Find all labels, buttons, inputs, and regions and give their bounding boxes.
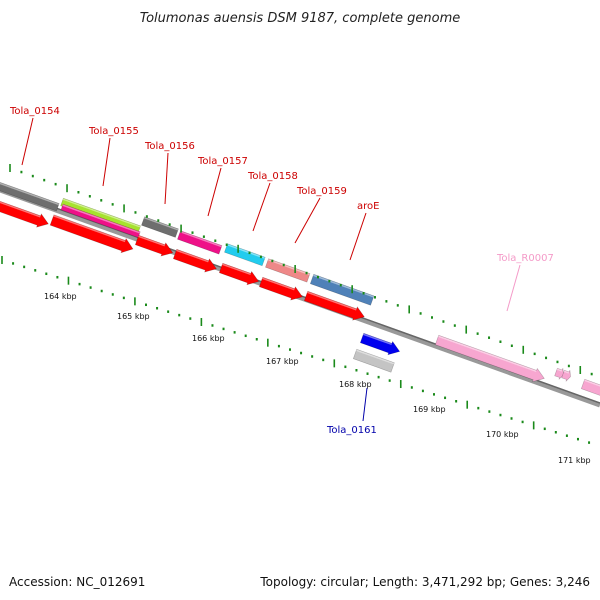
feature-tola-0156 xyxy=(141,216,179,238)
cds-red-6 xyxy=(258,276,303,301)
feature-tola-0154 xyxy=(0,178,60,212)
label-tola-0156: Tola_0156 xyxy=(144,141,195,152)
cds-red-1 xyxy=(0,197,49,228)
cds-red-4 xyxy=(172,248,217,273)
kbp-label: 169 kbp xyxy=(413,405,446,414)
feature-tola-0158 xyxy=(224,243,266,267)
feature-pink-small-1 xyxy=(554,367,564,380)
kbp-label: 166 kbp xyxy=(192,334,225,343)
cds-red-5 xyxy=(218,262,260,286)
label-tola-0155: Tola_0155 xyxy=(88,126,139,137)
label-tola-0157-leader xyxy=(207,167,222,217)
label-tola-0155-leader xyxy=(102,137,111,187)
label-tola-0159: Tola_0159 xyxy=(296,186,347,197)
label-tola-0158: Tola_0158 xyxy=(247,171,298,182)
label-tola-0161-leader xyxy=(362,387,368,422)
label-tola-0154: Tola_0154 xyxy=(9,106,60,117)
kbp-label: 170 kbp xyxy=(486,430,519,439)
feature-pink-small-2 xyxy=(561,369,571,382)
feature-pink-right xyxy=(580,378,600,400)
label-tola-0161: Tola_0161 xyxy=(326,425,377,436)
cds-red-7 xyxy=(303,290,365,321)
kbp-label: 167 kbp xyxy=(266,357,299,366)
feature-tola-0161 xyxy=(352,348,395,373)
accession-text: Accession: NC_012691 xyxy=(9,575,145,589)
cds-red-2 xyxy=(49,214,134,254)
feature-tola-r0007 xyxy=(434,334,545,383)
label-tola-0154-leader xyxy=(21,117,34,166)
label-tola-0156-leader xyxy=(164,152,169,205)
kbp-label: 164 kbp xyxy=(44,292,77,301)
kbp-label: 168 kbp xyxy=(339,380,372,389)
feature-tola-0159 xyxy=(265,258,311,283)
kbp-label: 165 kbp xyxy=(117,312,150,321)
label-tola-r0007: Tola_R0007 xyxy=(496,253,554,264)
cds-red-3 xyxy=(134,234,174,257)
label-tola-0157: Tola_0157 xyxy=(197,156,248,167)
label-aroE: aroE xyxy=(357,201,379,212)
label-tola-r0007-leader xyxy=(506,264,521,312)
feature-blue-cds xyxy=(359,332,401,356)
label-aroE-leader xyxy=(349,212,367,261)
map-title: Tolumonas auensis DSM 9187, complete gen… xyxy=(140,11,461,26)
kbp-label: 171 kbp xyxy=(558,456,591,465)
label-tola-0158-leader xyxy=(252,182,271,232)
label-tola-0159-leader xyxy=(294,197,321,244)
topology-text: Topology: circular; Length: 3,471,292 bp… xyxy=(259,575,590,589)
feature-tola-0157 xyxy=(177,230,223,255)
